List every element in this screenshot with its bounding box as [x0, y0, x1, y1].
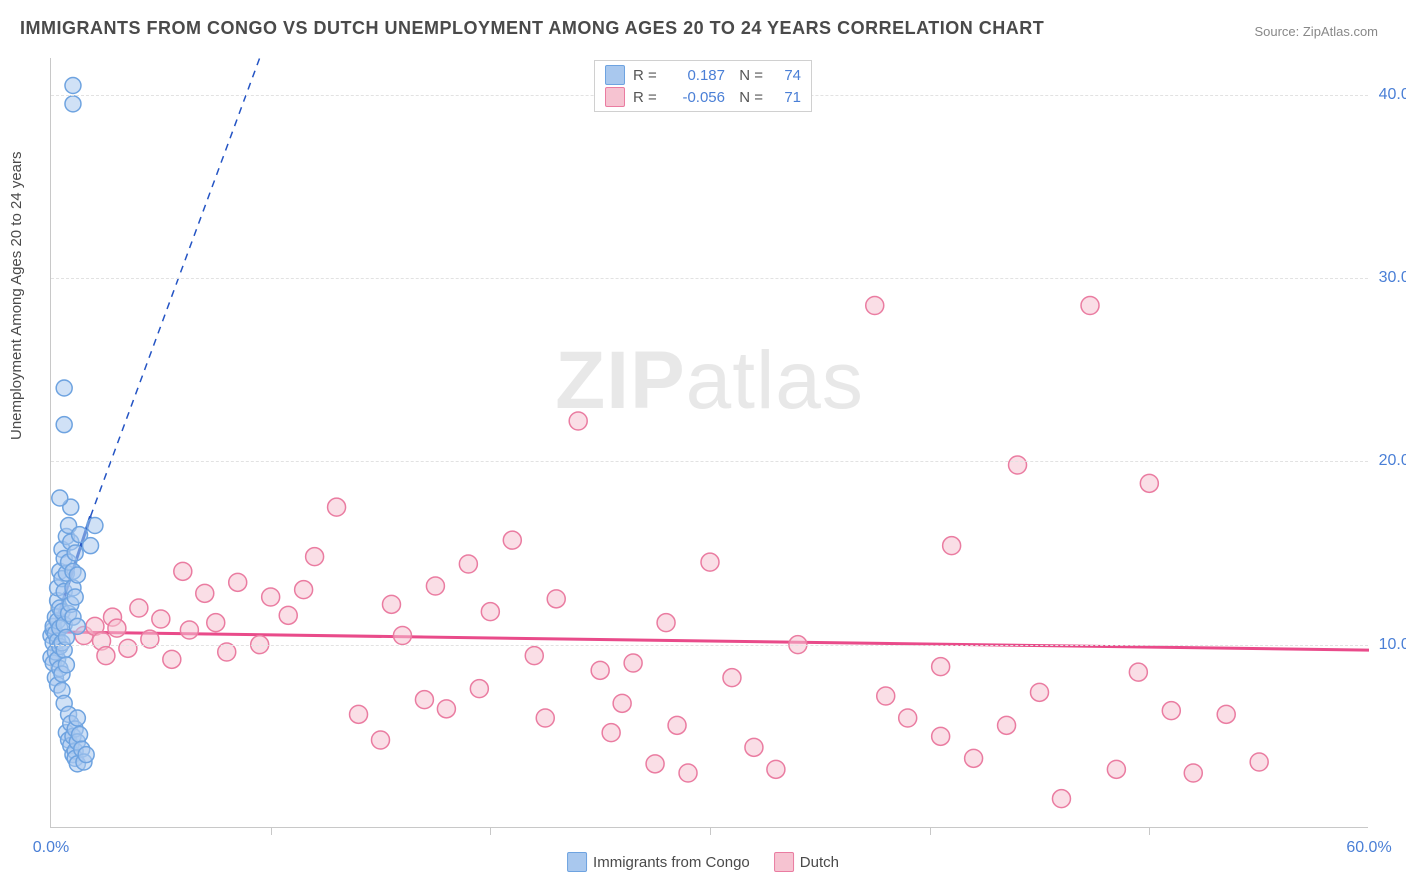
- legend-label-congo: Immigrants from Congo: [593, 854, 750, 871]
- legend-row-dutch: R = -0.056 N = 71: [605, 87, 801, 107]
- x-tick: [930, 827, 931, 835]
- n-value-dutch: 71: [771, 89, 801, 106]
- gridline-h: [51, 645, 1368, 646]
- r-label: R =: [633, 67, 661, 84]
- x-tick: [710, 827, 711, 835]
- correlation-legend: R = 0.187 N = 74 R = -0.056 N = 71: [594, 60, 812, 112]
- n-label: N =: [733, 67, 763, 84]
- legend-item-congo: Immigrants from Congo: [567, 852, 750, 872]
- x-tick-label-min: 0.0%: [33, 839, 69, 857]
- x-tick-label-max: 60.0%: [1346, 839, 1391, 857]
- y-tick-label: 30.0%: [1379, 269, 1406, 287]
- x-tick: [1149, 827, 1150, 835]
- n-label: N =: [733, 89, 763, 106]
- y-tick-label: 10.0%: [1379, 636, 1406, 654]
- r-value-congo: 0.187: [669, 67, 725, 84]
- series-legend: Immigrants from Congo Dutch: [567, 852, 839, 872]
- swatch-dutch-icon: [774, 852, 794, 872]
- chart-title: IMMIGRANTS FROM CONGO VS DUTCH UNEMPLOYM…: [20, 18, 1044, 39]
- chart-plot-area: ZIPatlas 10.0%20.0%30.0%40.0%0.0%60.0%: [50, 58, 1368, 828]
- n-value-congo: 74: [771, 67, 801, 84]
- y-tick-label: 20.0%: [1379, 452, 1406, 470]
- y-tick-label: 40.0%: [1379, 86, 1406, 104]
- y-axis-label: Unemployment Among Ages 20 to 24 years: [8, 151, 25, 440]
- scatter-plot-svg: [51, 58, 1368, 827]
- swatch-dutch: [605, 87, 625, 107]
- legend-label-dutch: Dutch: [800, 854, 839, 871]
- r-label: R =: [633, 89, 661, 106]
- legend-row-congo: R = 0.187 N = 74: [605, 65, 801, 85]
- source-attribution: Source: ZipAtlas.com: [1254, 24, 1378, 39]
- r-value-dutch: -0.056: [669, 89, 725, 106]
- swatch-congo-icon: [567, 852, 587, 872]
- x-tick: [490, 827, 491, 835]
- gridline-h: [51, 461, 1368, 462]
- x-tick: [271, 827, 272, 835]
- swatch-congo: [605, 65, 625, 85]
- legend-item-dutch: Dutch: [774, 852, 839, 872]
- gridline-h: [51, 278, 1368, 279]
